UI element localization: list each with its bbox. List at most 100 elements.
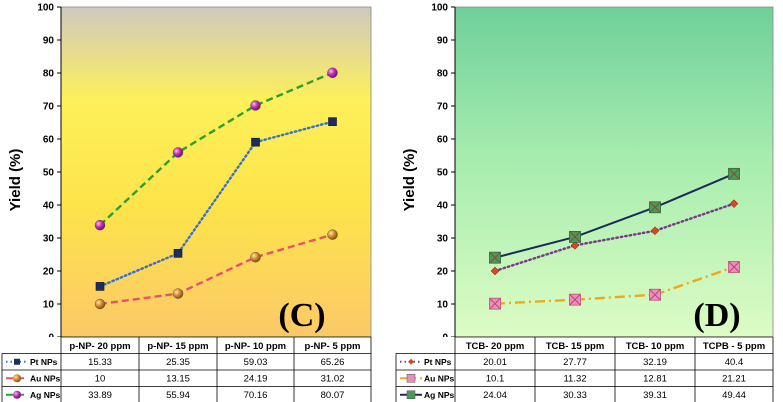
data-point-ag-nps [489, 251, 501, 264]
data-value: 55.94 [166, 390, 190, 401]
data-point-ag-nps [327, 67, 338, 78]
y-tick-label: 10 [43, 300, 55, 311]
data-value: 39.31 [643, 390, 667, 401]
data-point-pt-nps [650, 226, 660, 236]
category-label: p-NP- 5 ppm [305, 341, 361, 352]
data-value: 20.01 [483, 357, 507, 368]
data-point-au-nps [489, 297, 501, 310]
data-value: 27.77 [563, 357, 587, 368]
data-table: p-NP- 20 ppm p-NP- 15 ppm p-NP- 10 ppm p-NP… [1, 336, 372, 402]
data-value: 10.1 [486, 374, 505, 385]
chart-panel-c: 0102030405060708090100Yield (%)(C)p-NP- … [1, 3, 372, 402]
data-value: 24.04 [483, 390, 507, 401]
series-name: Ag NPs [424, 390, 455, 400]
data-value: 33.89 [88, 390, 112, 401]
data-value: 13.15 [166, 374, 190, 385]
data-point-pt-nps [95, 282, 105, 291]
data-value: 59.03 [244, 357, 268, 368]
y-tick-label: 20 [437, 267, 449, 278]
legend-key-marker [408, 358, 414, 365]
series-line-ag-nps [494, 172, 735, 259]
data-value: 30.33 [563, 390, 587, 401]
data-value: 31.02 [321, 374, 345, 385]
series-line-au-nps [494, 265, 735, 305]
series-name: Au NPs [424, 373, 455, 383]
data-point-au-nps [569, 293, 581, 306]
y-axis-label: Yield (%) [7, 149, 24, 212]
series-name: Pt NPs [30, 357, 58, 367]
category-label: p-NP- 15 ppm [147, 341, 208, 352]
category-label: TCB- 15 ppm [546, 341, 605, 352]
data-value: 24.19 [244, 374, 268, 385]
data-point-ag-nps [649, 201, 661, 214]
legend-key-marker [406, 390, 416, 399]
plot-area [454, 6, 774, 338]
y-tick-label: 100 [431, 3, 448, 14]
data-point-au-nps [649, 288, 661, 301]
table-background [2, 337, 371, 402]
data-point-au-nps [94, 298, 106, 310]
data-value: 12.81 [643, 374, 667, 385]
legend-key-marker [14, 358, 20, 365]
legend-key-marker [13, 374, 21, 383]
series-name: Au NPs [30, 373, 61, 383]
panel-label: (C) [278, 297, 325, 334]
data-value: 49.44 [722, 390, 746, 401]
category-label: TCPB - 5 ppm [703, 341, 765, 352]
data-value: 25.35 [166, 357, 190, 368]
data-point-au-nps [172, 288, 184, 299]
panel-label: (D) [693, 297, 740, 334]
data-value: 11.32 [563, 374, 586, 385]
category-label: TCB- 10 ppm [626, 341, 685, 352]
y-tick-label: 70 [43, 102, 55, 113]
y-tick-label: 90 [43, 36, 55, 47]
data-point-pt-nps [251, 137, 260, 147]
data-point-pt-nps [173, 249, 183, 258]
series-line-pt-nps [493, 202, 736, 273]
data-point-au-nps [728, 261, 740, 273]
y-tick-label: 50 [43, 168, 55, 179]
y-tick-label: 80 [437, 69, 449, 80]
y-tick-label: 10 [437, 300, 449, 311]
series-line-pt-nps [98, 120, 334, 288]
legend-key-marker [406, 374, 416, 383]
data-value: 80.07 [321, 390, 345, 401]
legend-key-marker [13, 390, 21, 399]
data-point-ag-nps [172, 147, 184, 158]
data-point-ag-nps [94, 219, 106, 231]
series-name: Pt NPs [424, 357, 452, 367]
category-label: TCB- 20 ppm [466, 341, 525, 352]
data-value: 15.33 [88, 357, 112, 368]
data-point-pt-nps [570, 241, 580, 250]
data-point-ag-nps [250, 100, 261, 111]
series-name: Ag NPs [30, 390, 61, 400]
y-tick-label: 30 [437, 234, 449, 245]
data-value: 10 [95, 374, 106, 385]
data-point-au-nps [327, 229, 338, 240]
category-label: p-NP- 10 ppm [225, 341, 286, 352]
y-tick-label: 30 [43, 234, 55, 245]
data-point-au-nps [250, 251, 261, 263]
data-point-ag-nps [569, 231, 581, 243]
data-value: 40.4 [725, 357, 744, 368]
y-tick-label: 60 [437, 135, 449, 146]
chart-panel-d: 0102030405060708090100Yield (%)(D)TCB- 2… [395, 3, 774, 402]
data-point-ag-nps [728, 167, 740, 180]
y-tick-label: 80 [43, 69, 55, 80]
data-value: 21.21 [722, 374, 746, 385]
y-tick-label: 70 [437, 102, 449, 113]
data-point-pt-nps [328, 117, 337, 126]
category-label: p-NP- 20 ppm [69, 341, 130, 352]
data-value: 70.16 [244, 390, 268, 401]
data-value: 65.26 [321, 357, 345, 368]
y-tick-label: 50 [437, 168, 449, 179]
y-tick-label: 20 [43, 267, 55, 278]
data-point-pt-nps [729, 199, 739, 209]
y-tick-label: 100 [37, 3, 54, 14]
plot-area [60, 6, 372, 338]
y-tick-label: 90 [437, 36, 449, 47]
y-axis-label: Yield (%) [401, 149, 418, 212]
data-point-pt-nps [490, 266, 500, 276]
y-tick-label: 40 [43, 201, 55, 212]
